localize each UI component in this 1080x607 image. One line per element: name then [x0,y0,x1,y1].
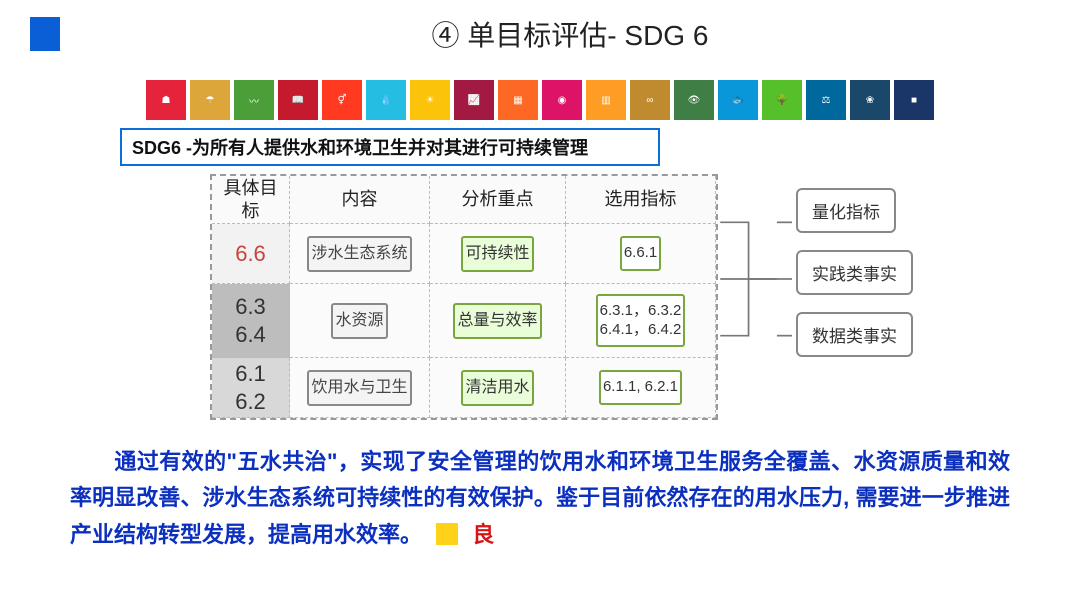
sdg-icon-5: ⚥ [322,80,362,120]
page-title: ④ 单目标评估- SDG 6 [60,14,1080,54]
summary-paragraph: 通过有效的"五水共治"，实现了安全管理的饮用水和环境卫生服务全覆盖、水资源质量和… [70,444,1010,553]
target-id-cell: 6.3 6.4 [212,284,290,358]
summary-text: 通过有效的"五水共治"，实现了安全管理的饮用水和环境卫生服务全覆盖、水资源质量和… [70,449,1010,547]
table-header: 分析重点 [430,176,566,224]
sdg-icon-6: 💧 [366,80,406,120]
indicator-cell: 6.6.1 [566,224,716,284]
focus-box: 清洁用水 [461,370,533,406]
right-box-3: 数据类事实 [796,312,913,357]
sdg-icon-16: ⚖ [806,80,846,120]
analysis-table-wrap: 具体目标内容分析重点选用指标 6.6 涉水生态系统 可持续性 6.6.1 6.3 6.4 水… [210,174,1080,420]
rating-square-icon [436,523,458,545]
table-header: 内容 [290,176,430,224]
bracket-lines [718,194,798,364]
connector-area: 量化指标 实践类事实 数据类事实 [718,174,918,404]
sdg-icon-7: ☀ [410,80,450,120]
sdg-icon-11: ▥ [586,80,626,120]
accent-block [30,17,60,51]
focus-box: 可持续性 [461,236,533,272]
target-id-cell: 6.1 6.2 [212,358,290,418]
sdg-icon-4: 📖 [278,80,318,120]
right-box-1: 量化指标 [796,188,896,233]
indicator-cell: 6.3.1，6.3.2 6.4.1，6.4.2 [566,284,716,358]
sdg-icon-3: 〰 [234,80,274,120]
analysis-table: 具体目标内容分析重点选用指标 6.6 涉水生态系统 可持续性 6.6.1 6.3 6.4 水… [210,174,718,420]
sdg-icon-17: ❀ [850,80,890,120]
content-box: 水资源 [331,303,387,339]
right-box-2: 实践类事实 [796,250,913,295]
indicator-cell: 6.1.1, 6.2.1 [566,358,716,418]
indicator-box: 6.1.1, 6.2.1 [599,370,682,405]
indicator-box: 6.6.1 [620,236,661,271]
content-box: 饮用水与卫生 [307,370,411,406]
focus-box: 总量与效率 [453,303,541,339]
sdg-icon-18: ■ [894,80,934,120]
sdg-icon-9: ▦ [498,80,538,120]
sdg-icon-12: ∞ [630,80,670,120]
sdg-icon-row: ☗☂〰📖⚥💧☀📈▦◉▥∞👁🐟🌳⚖❀■ [90,80,990,120]
sdg-icon-15: 🌳 [762,80,802,120]
sdg6-definition-bar: SDG6 -为所有人提供水和环境卫生并对其进行可持续管理 [120,128,660,166]
content-cell: 饮用水与卫生 [290,358,430,418]
sdg-icon-2: ☂ [190,80,230,120]
indicator-box: 6.3.1，6.3.2 6.4.1，6.4.2 [596,294,686,348]
focus-cell: 总量与效率 [430,284,566,358]
sdg-icon-8: 📈 [454,80,494,120]
title-bar: ④ 单目标评估- SDG 6 [0,0,1080,74]
focus-cell: 清洁用水 [430,358,566,418]
table-header: 选用指标 [566,176,716,224]
sdg-icon-1: ☗ [146,80,186,120]
sdg-icon-14: 🐟 [718,80,758,120]
rating-label: 良 [472,522,494,547]
content-cell: 涉水生态系统 [290,224,430,284]
target-id-cell: 6.6 [212,224,290,284]
sdg-icon-13: 👁 [674,80,714,120]
table-header: 具体目标 [212,176,290,224]
content-cell: 水资源 [290,284,430,358]
content-box: 涉水生态系统 [307,236,411,272]
focus-cell: 可持续性 [430,224,566,284]
sdg-icon-10: ◉ [542,80,582,120]
